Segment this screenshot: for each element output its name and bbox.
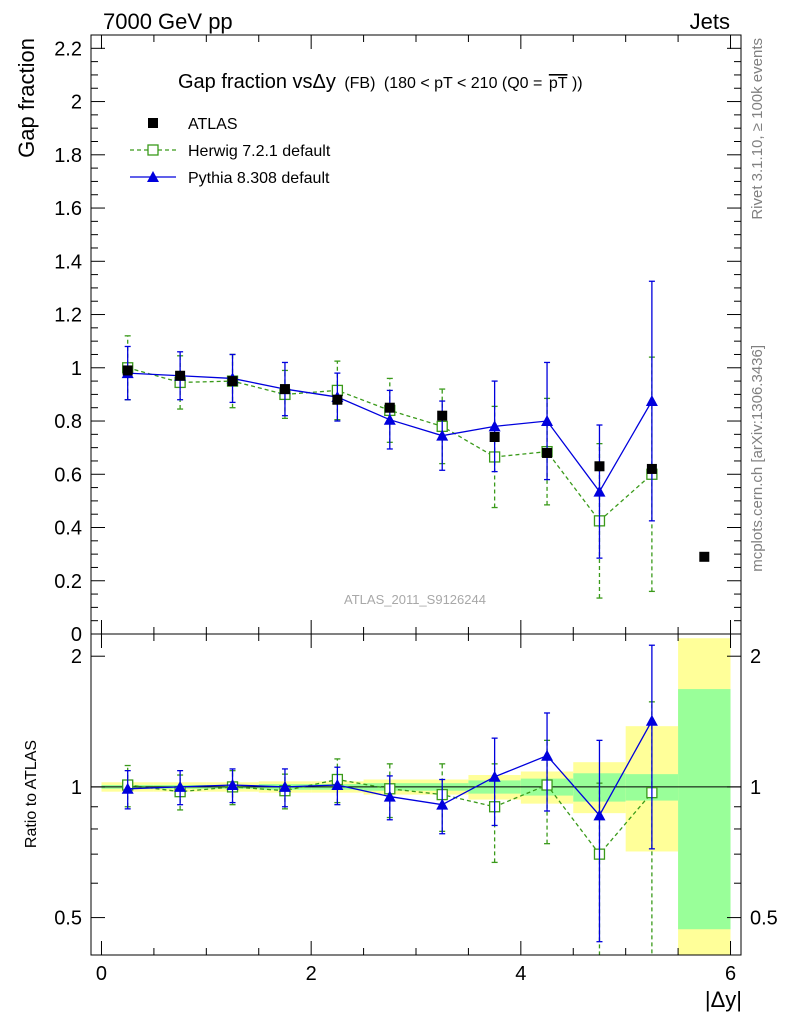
atlas-point [122,365,133,376]
ratio-uncertainty-bands [101,638,731,955]
pythia-ratio-point [488,770,501,782]
ratio-panel-marks [121,644,658,955]
atlas-point [384,402,395,413]
y-tick-label: 0.4 [54,518,82,540]
pythia-point [383,413,396,425]
pythia-ratio-point [593,809,606,821]
axis-ticks: 0 2 4 600.20.40.60.811.21.41.61.822.20.5 0.5… [54,34,778,985]
x-tick-label: 2 [306,963,317,985]
legend-atlas-label: ATLAS [188,116,238,133]
y-tick-label: 2.2 [54,38,82,60]
y-tick-label: 0.5 [54,908,82,930]
pythia-ratio-point [331,779,344,791]
pythia-ratio-point [226,779,239,791]
pythia-ratio-point [278,780,291,792]
y-tick-label-right: 0.5 [750,908,778,930]
top-title: Gap fraction vsΔy (FB) (180 < pT < 210 (… [178,71,583,93]
atlas-point [646,463,657,474]
y-tick-label: 0.2 [54,571,82,593]
herwig-ratio-line [127,778,653,856]
y-tick-label: 1.2 [54,305,82,327]
pythia-point [645,395,658,407]
y-tick-label-right: 2 [750,646,761,668]
y-tick-label: 1.4 [54,251,82,273]
atlas-point [699,551,710,562]
legend: ATLAS Herwig 7.2.1 default Pythia 8.308 … [130,116,331,187]
x-tick-label: 0 [96,963,107,985]
pythia-point [436,429,449,441]
atlas-point [489,431,500,442]
y-tick-label-right: 1 [750,777,761,799]
atlas-point [594,461,605,472]
atlas-point [227,376,238,387]
legend-herwig-label: Herwig 7.2.1 default [188,143,331,160]
top-panel-marks [121,280,710,599]
y-tick-label: 1.6 [54,198,82,220]
legend-pythia-marker [147,171,159,182]
pythia-point [541,415,554,427]
title-main: Gap fraction vsΔy [178,71,336,93]
y-tick-label: 0 [71,624,82,646]
inner-band [678,689,731,930]
pythia-ratio-point [541,749,554,761]
y-tick-label: 2 [71,646,82,668]
y-tick-label: 0.6 [54,464,82,486]
rivet-label: Rivet 3.1.10, ≥ 100k events [749,38,766,220]
y-tick-label: 1 [71,358,82,380]
bottom-ylabel: Ratio to ATLAS [23,740,40,848]
title-cut-over: pT [549,75,568,92]
atlas-point [175,370,186,381]
atlas-point [437,410,448,421]
pythia-point [488,420,501,432]
y-tick-label: 1.8 [54,145,82,167]
pythia-ratio-point [174,780,187,792]
x-tick-label: 6 [725,963,736,985]
pythia-ratio-point [121,782,134,794]
y-tick-label: 2 [71,92,82,114]
pythia-ratio-point [383,790,396,802]
mcplots-label: mcplots.cern.ch [arXiv:1306.3436] [749,345,766,572]
atlas-point [279,384,290,395]
title-cut: (180 < pT < 210 (Q0 = [384,75,542,92]
pythia-point [593,485,606,497]
legend-atlas-marker [148,118,158,128]
pythia-ratio-point [645,714,658,726]
atlas-point [332,394,343,405]
title-cut-end: )) [572,75,583,92]
y-tick-label: 0.8 [54,411,82,433]
pythia-ratio-point [436,798,449,810]
header-right: Jets [690,9,730,34]
y-tick-label: 1 [71,777,82,799]
header-left: 7000 GeV pp [103,9,233,34]
bottom-xlabel: |Δy| [705,987,742,1012]
top-ylabel: Gap fraction [14,38,39,158]
x-tick-label: 4 [515,963,526,985]
atlas-point [542,447,553,458]
legend-herwig-marker [147,144,159,156]
legend-pythia-label: Pythia 8.308 default [188,170,330,187]
title-small: (FB) [344,75,375,92]
analysis-watermark: ATLAS_2011_S9126244 [344,592,486,607]
